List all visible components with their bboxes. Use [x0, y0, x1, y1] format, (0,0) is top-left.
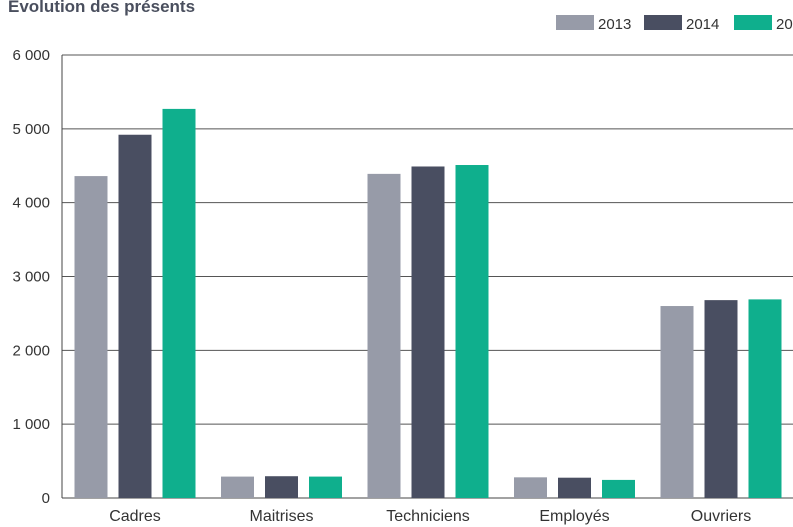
- y-axis: 0 1 000 2 000 3 000 4 000 5 000 6 000: [12, 47, 50, 507]
- y-tick-label: 2 000: [12, 342, 50, 359]
- bar-2013-cadres: [74, 176, 108, 498]
- bar-2015-ouvriers: [748, 299, 782, 498]
- x-category-label: Techniciens: [386, 508, 470, 525]
- x-category-label: Maitrises: [249, 508, 313, 525]
- y-tick-label: 0: [42, 490, 50, 507]
- bars: [74, 108, 782, 499]
- y-tick-label: 5 000: [12, 121, 50, 138]
- legend: 2013 2014 2015: [556, 15, 793, 33]
- bar-2014-maitrises: [265, 476, 298, 498]
- x-axis: Cadres Maitrises Techniciens Employés Ouvrie…: [109, 508, 751, 525]
- y-tick-label: 1 000: [12, 416, 50, 433]
- legend-label-2014: 2014: [686, 16, 719, 33]
- y-tick-label: 3 000: [12, 269, 50, 286]
- x-category-label: Cadres: [109, 508, 161, 525]
- bar-2013-ouvriers: [660, 306, 694, 498]
- bar-2013-maitrises: [221, 476, 254, 498]
- x-category-label: Ouvriers: [691, 508, 751, 525]
- chart-title: Évolution des présents: [8, 0, 195, 16]
- bar-2014-cadres: [118, 134, 152, 499]
- x-category-label: Employés: [539, 508, 609, 525]
- bar-2015-techniciens: [455, 165, 489, 499]
- bar-2013-employés: [514, 477, 547, 498]
- bar-2015-cadres: [162, 108, 196, 499]
- legend-swatch-2015: [734, 15, 772, 30]
- bar-2015-employés: [602, 479, 635, 498]
- bar-2014-employés: [558, 477, 591, 498]
- y-tick-label: 6 000: [12, 47, 50, 64]
- legend-swatch-2014: [644, 15, 682, 30]
- bar-2014-ouvriers: [704, 300, 738, 498]
- bar-2015-maitrises: [309, 476, 342, 498]
- legend-swatch-2013: [556, 15, 594, 30]
- y-tick-label: 4 000: [12, 195, 50, 212]
- bar-2013-techniciens: [367, 173, 401, 498]
- bar-2014-techniciens: [411, 166, 445, 498]
- legend-label-2013: 2013: [598, 16, 631, 33]
- legend-label-2015: 2015: [776, 16, 793, 33]
